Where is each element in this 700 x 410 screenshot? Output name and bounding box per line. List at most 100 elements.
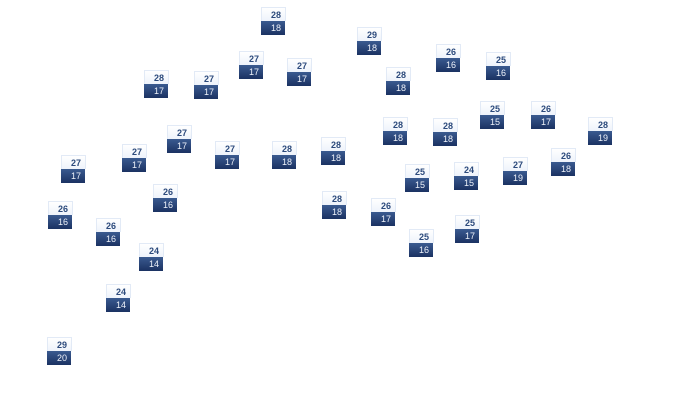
low-temperature: 19 [503,171,527,185]
low-temperature: 18 [357,41,381,55]
low-temperature: 14 [139,257,163,271]
station-marker[interactable]: 26 16 [436,44,461,72]
station-marker[interactable]: 28 18 [386,67,411,95]
high-temperature: 27 [239,51,264,65]
station-marker[interactable]: 29 20 [47,337,72,365]
station-marker[interactable]: 25 17 [455,215,480,243]
high-temperature: 26 [371,198,396,212]
station-marker[interactable]: 27 17 [287,58,312,86]
station-marker[interactable]: 25 15 [480,101,505,129]
station-marker[interactable]: 27 17 [167,125,192,153]
station-marker[interactable]: 26 18 [551,148,576,176]
high-temperature: 24 [139,243,164,257]
low-temperature: 16 [96,232,120,246]
high-temperature: 28 [321,137,346,151]
high-temperature: 26 [531,101,556,115]
high-temperature: 26 [436,44,461,58]
station-marker[interactable]: 27 17 [61,155,86,183]
high-temperature: 28 [386,67,411,81]
high-temperature: 29 [47,337,72,351]
station-marker[interactable]: 26 17 [531,101,556,129]
low-temperature: 18 [551,162,575,176]
low-temperature: 16 [48,215,72,229]
low-temperature: 15 [480,115,504,129]
high-temperature: 28 [588,117,613,131]
high-temperature: 29 [357,27,382,41]
low-temperature: 16 [409,243,433,257]
high-temperature: 27 [215,141,240,155]
station-marker[interactable]: 29 18 [357,27,382,55]
high-temperature: 28 [383,117,408,131]
high-temperature: 26 [551,148,576,162]
high-temperature: 26 [96,218,121,232]
station-marker[interactable]: 27 17 [122,144,147,172]
station-marker[interactable]: 28 19 [588,117,613,145]
station-marker[interactable]: 25 16 [486,52,511,80]
high-temperature: 27 [194,71,219,85]
high-temperature: 27 [61,155,86,169]
low-temperature: 17 [61,169,85,183]
station-marker[interactable]: 28 18 [261,7,286,35]
low-temperature: 20 [47,351,71,365]
high-temperature: 26 [153,184,178,198]
station-marker[interactable]: 28 18 [383,117,408,145]
high-temperature: 28 [272,141,297,155]
high-temperature: 24 [454,162,479,176]
low-temperature: 17 [194,85,218,99]
high-temperature: 24 [106,284,131,298]
low-temperature: 18 [433,132,457,146]
high-temperature: 28 [144,70,169,84]
low-temperature: 17 [122,158,146,172]
station-marker[interactable]: 24 14 [106,284,131,312]
station-marker[interactable]: 27 17 [215,141,240,169]
station-marker[interactable]: 24 15 [454,162,479,190]
station-marker[interactable]: 26 17 [371,198,396,226]
station-marker[interactable]: 28 18 [433,118,458,146]
low-temperature: 15 [405,178,429,192]
station-marker[interactable]: 26 16 [96,218,121,246]
station-marker[interactable]: 28 18 [272,141,297,169]
low-temperature: 17 [531,115,555,129]
low-temperature: 18 [272,155,296,169]
station-marker[interactable]: 26 16 [48,201,73,229]
low-temperature: 18 [322,205,346,219]
station-marker[interactable]: 27 19 [503,157,528,185]
high-temperature: 25 [409,229,434,243]
low-temperature: 18 [321,151,345,165]
station-marker[interactable]: 26 16 [153,184,178,212]
high-temperature: 27 [503,157,528,171]
high-temperature: 27 [122,144,147,158]
low-temperature: 19 [588,131,612,145]
low-temperature: 18 [383,131,407,145]
station-marker[interactable]: 25 16 [409,229,434,257]
high-temperature: 27 [287,58,312,72]
low-temperature: 17 [144,84,168,98]
low-temperature: 18 [386,81,410,95]
high-temperature: 26 [48,201,73,215]
low-temperature: 18 [261,21,285,35]
station-marker[interactable]: 25 15 [405,164,430,192]
low-temperature: 16 [486,66,510,80]
low-temperature: 15 [454,176,478,190]
station-marker[interactable]: 28 17 [144,70,169,98]
station-marker[interactable]: 24 14 [139,243,164,271]
high-temperature: 25 [455,215,480,229]
low-temperature: 14 [106,298,130,312]
low-temperature: 17 [167,139,191,153]
low-temperature: 17 [455,229,479,243]
station-marker[interactable]: 28 18 [322,191,347,219]
low-temperature: 17 [287,72,311,86]
station-marker[interactable]: 28 18 [321,137,346,165]
station-marker[interactable]: 27 17 [239,51,264,79]
low-temperature: 16 [436,58,460,72]
high-temperature: 25 [405,164,430,178]
low-temperature: 16 [153,198,177,212]
high-temperature: 28 [261,7,286,21]
low-temperature: 17 [215,155,239,169]
high-temperature: 28 [322,191,347,205]
low-temperature: 17 [239,65,263,79]
high-temperature: 25 [486,52,511,66]
station-marker[interactable]: 27 17 [194,71,219,99]
high-temperature: 27 [167,125,192,139]
low-temperature: 17 [371,212,395,226]
